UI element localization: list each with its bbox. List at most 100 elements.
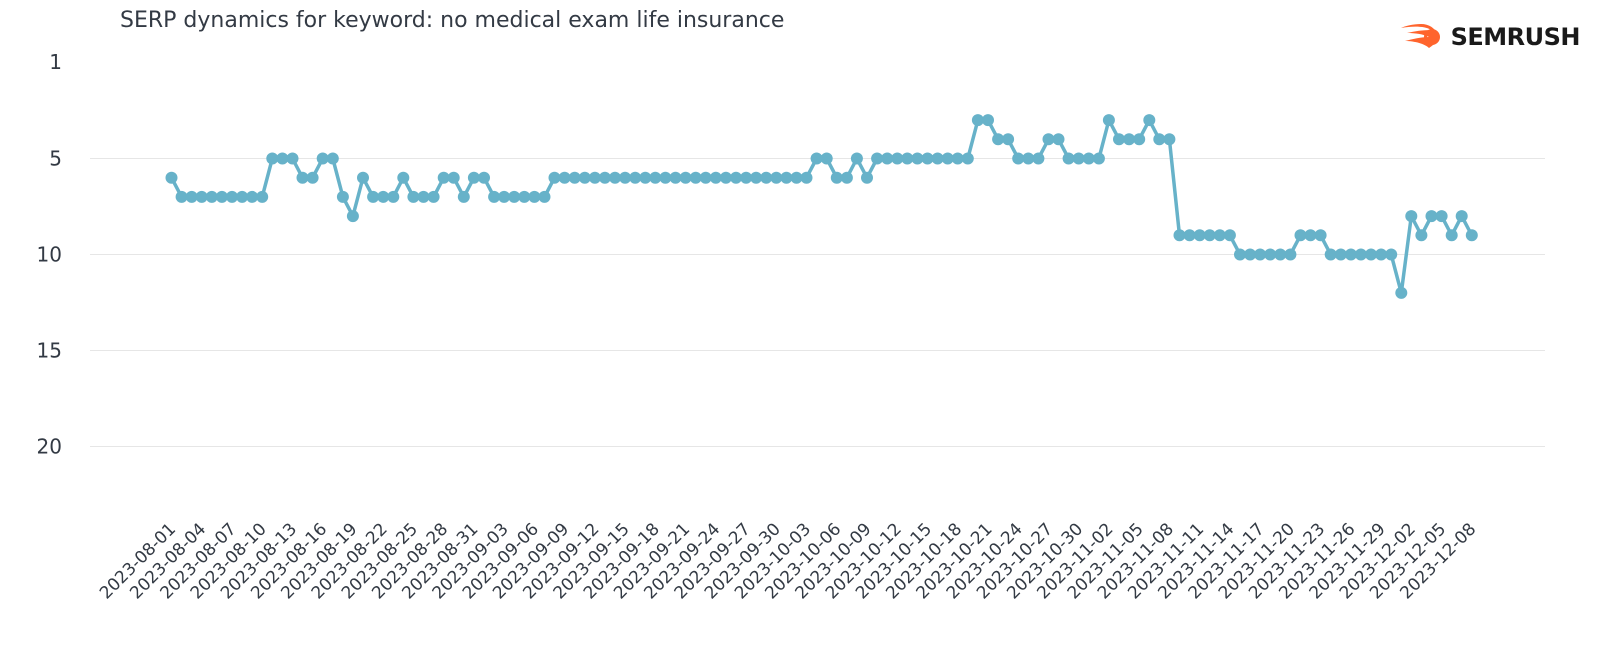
data-point: [1365, 248, 1377, 261]
data-point: [447, 171, 460, 184]
semrush-flame-icon: [1400, 24, 1440, 48]
data-point: [830, 171, 843, 184]
data-point: [558, 171, 571, 184]
data-point: [226, 190, 238, 203]
data-point: [1284, 248, 1297, 261]
data-point: [850, 152, 863, 165]
data-point: [1314, 229, 1327, 242]
data-point: [1022, 152, 1035, 165]
data-point: [1334, 248, 1347, 261]
data-point: [1183, 229, 1196, 242]
data-point: [1012, 152, 1025, 165]
data-point: [982, 114, 994, 127]
data-point: [437, 171, 450, 184]
data-point: [185, 190, 198, 203]
data-point: [1395, 286, 1408, 299]
brand-name: SEMRUSH: [1450, 23, 1581, 51]
data-point: [1102, 114, 1115, 127]
data-point: [770, 171, 783, 184]
data-point: [901, 152, 914, 165]
data-point: [1385, 248, 1398, 261]
data-point: [1425, 210, 1438, 223]
data-point: [881, 152, 894, 165]
data-point: [588, 171, 601, 184]
data-point: [1123, 133, 1136, 146]
data-point: [1264, 248, 1277, 261]
data-point: [1062, 152, 1075, 165]
data-point: [377, 190, 390, 203]
data-point: [891, 152, 904, 165]
data-point: [1082, 152, 1095, 165]
data-point: [508, 190, 521, 203]
brand-logo: SEMRUSH: [1399, 22, 1581, 52]
data-point: [357, 171, 369, 184]
data-point: [840, 171, 853, 184]
data-point: [992, 133, 1005, 146]
data-point: [1234, 248, 1246, 261]
data-point: [871, 152, 884, 165]
data-point: [961, 152, 974, 165]
y-tick-label: 1: [49, 50, 62, 74]
data-point: [346, 210, 359, 223]
data-point: [719, 171, 732, 184]
data-point: [457, 190, 470, 203]
data-point: [1113, 133, 1125, 146]
data-point: [800, 171, 813, 184]
data-point: [931, 152, 944, 165]
data-point: [175, 190, 188, 203]
series-line-layer: [169, 118, 1474, 295]
data-point: [921, 152, 934, 165]
data-point: [629, 171, 642, 184]
data-point: [1092, 152, 1105, 165]
data-point: [1435, 210, 1448, 223]
data-point: [578, 171, 591, 184]
data-point: [1324, 248, 1337, 261]
data-point: [538, 190, 551, 203]
data-point: [528, 190, 541, 203]
data-point: [1455, 210, 1468, 223]
data-point: [165, 171, 178, 184]
data-point: [679, 171, 692, 184]
data-point: [820, 152, 833, 165]
data-point: [387, 190, 400, 203]
y-tick-label: 10: [37, 243, 62, 267]
data-point: [1354, 248, 1367, 261]
data-point: [649, 171, 662, 184]
data-point: [1052, 133, 1065, 146]
data-point: [417, 190, 430, 203]
data-point: [266, 152, 279, 165]
grid-lines: [90, 158, 1545, 447]
data-point: [1445, 229, 1458, 242]
data-point: [306, 171, 319, 184]
data-point: [1304, 229, 1317, 242]
data-point: [1244, 248, 1257, 261]
data-point: [1133, 133, 1146, 146]
data-point: [639, 171, 652, 184]
data-point: [740, 171, 753, 184]
data-point: [941, 152, 954, 165]
data-point: [246, 190, 259, 203]
data-point: [1153, 133, 1166, 146]
data-point: [1173, 229, 1186, 242]
x-axis-ticks: 2023-08-012023-08-042023-08-072023-08-10…: [96, 519, 1480, 603]
data-point: [1143, 114, 1156, 127]
data-point: [326, 152, 339, 165]
data-point: [1405, 210, 1418, 223]
data-point: [1163, 133, 1176, 146]
data-point: [478, 171, 490, 184]
data-point: [1203, 229, 1216, 242]
data-point: [427, 190, 440, 203]
data-point: [750, 171, 763, 184]
data-point: [195, 190, 208, 203]
data-point: [1072, 152, 1085, 165]
chart-title: SERP dynamics for keyword: no medical ex…: [120, 8, 785, 33]
data-point: [336, 190, 349, 203]
data-point: [780, 171, 793, 184]
data-point: [568, 171, 581, 184]
data-point: [498, 190, 511, 203]
y-tick-label: 15: [37, 339, 62, 363]
series-points: [165, 114, 1478, 299]
data-point: [861, 171, 873, 184]
data-point: [699, 171, 712, 184]
